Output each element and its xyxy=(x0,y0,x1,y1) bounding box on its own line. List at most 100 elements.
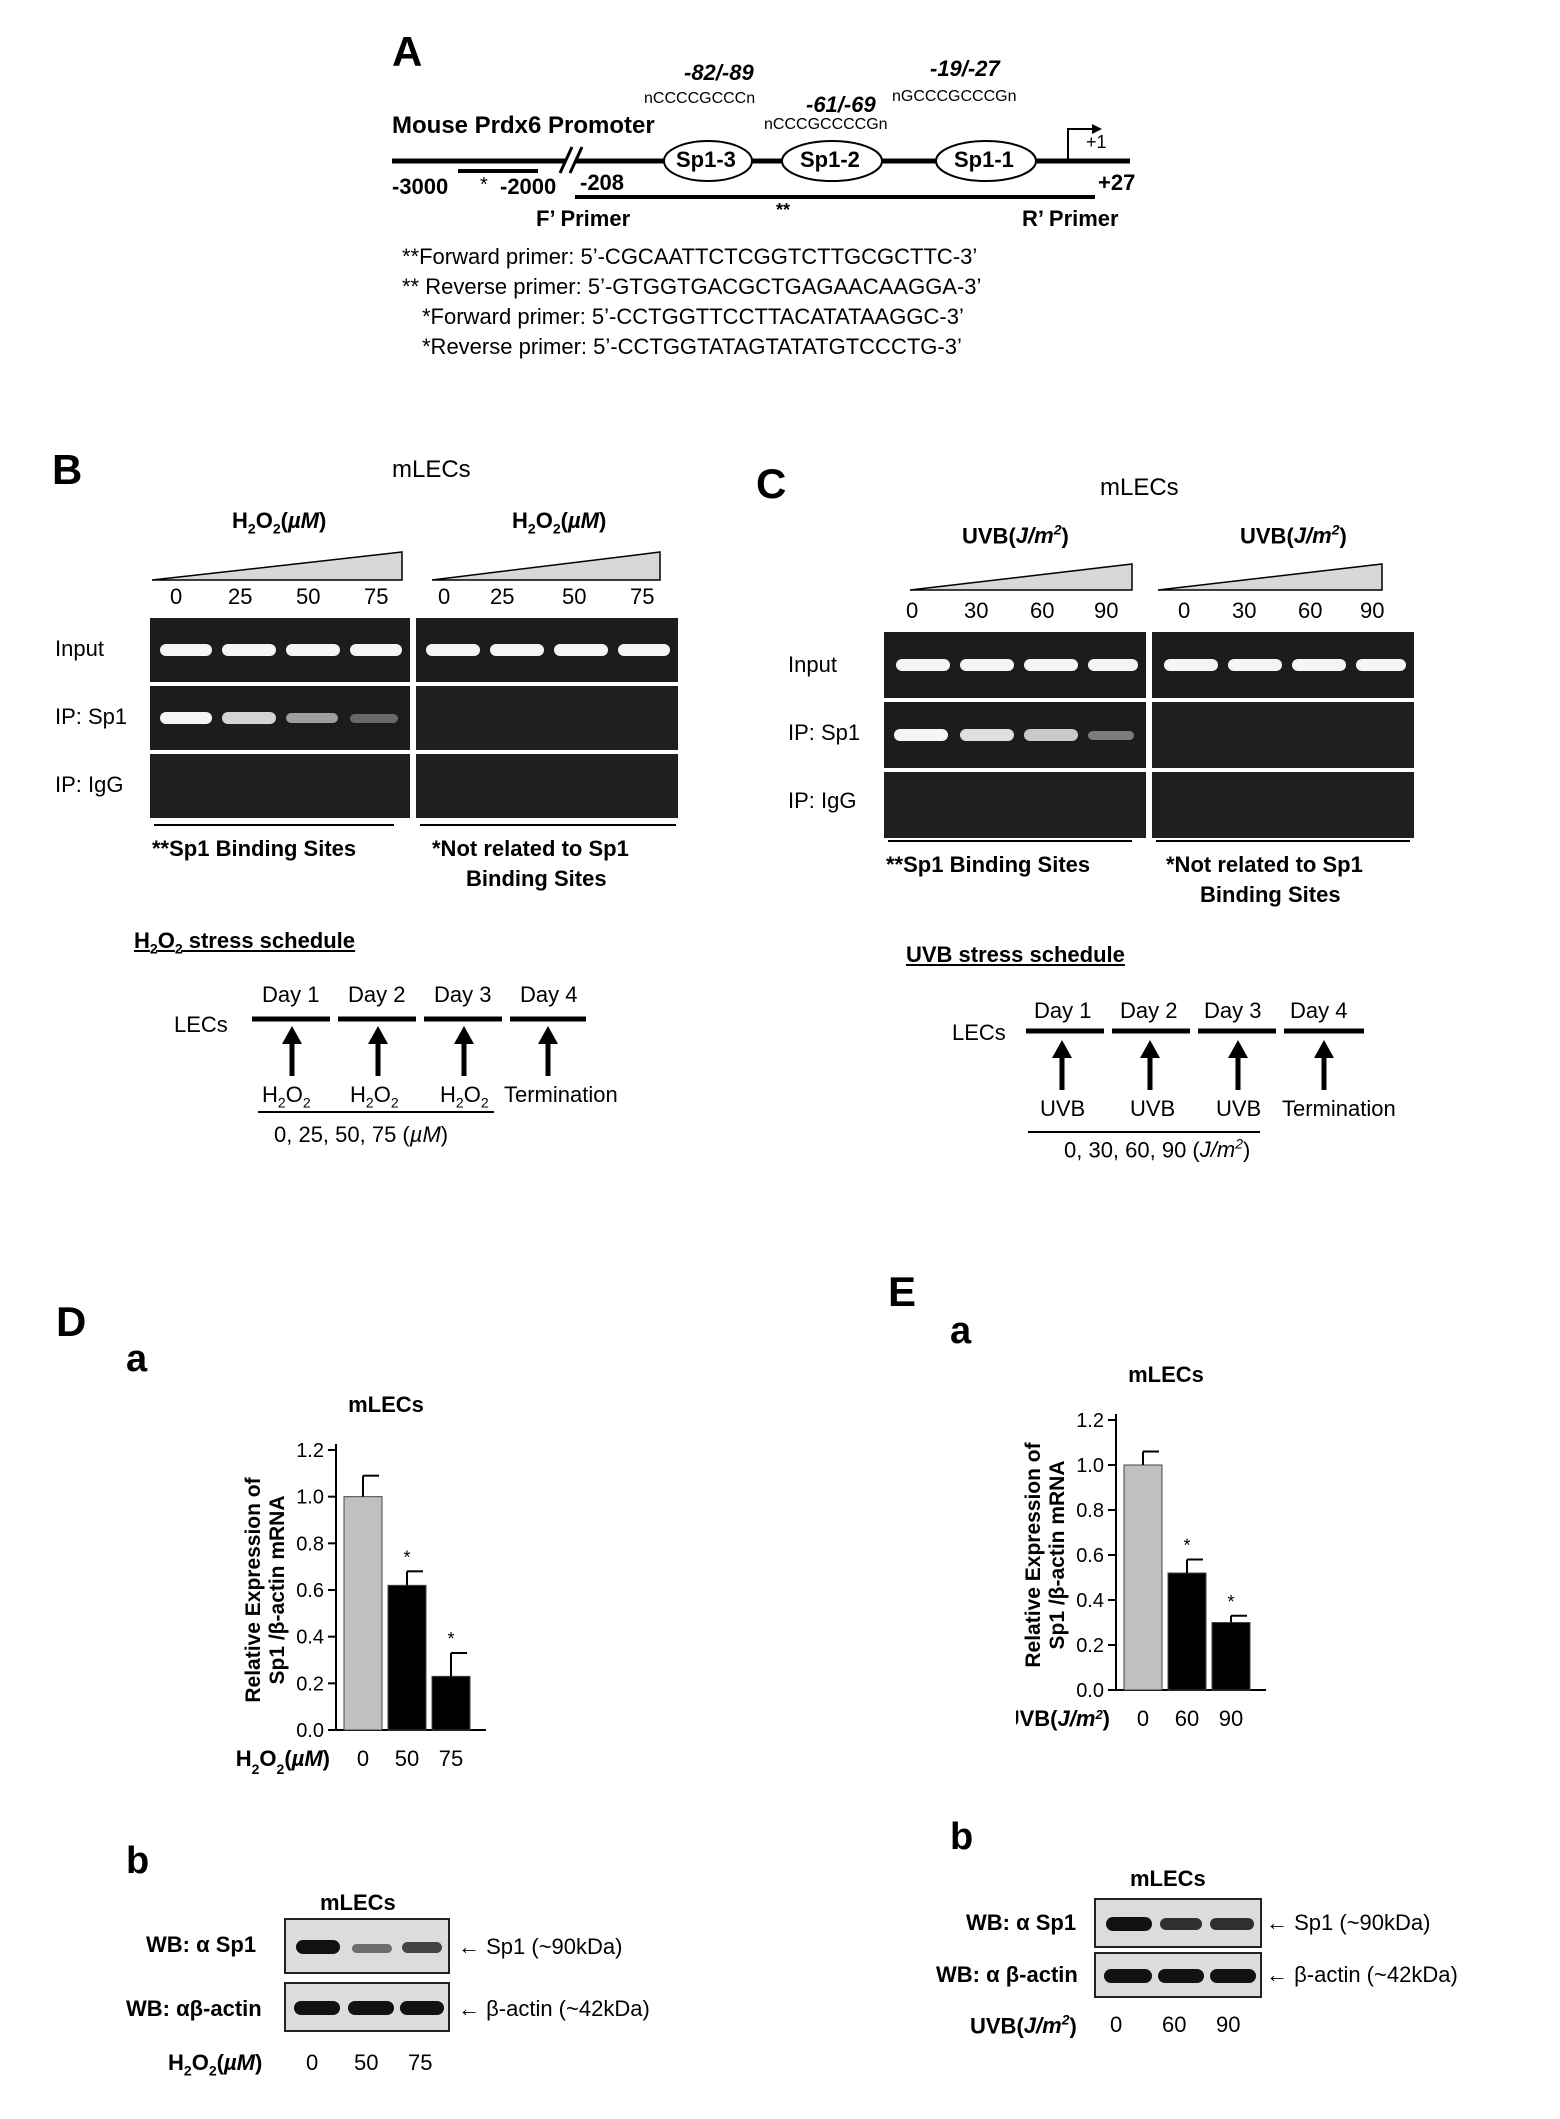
b-gel-ip-igg-right xyxy=(416,754,678,818)
coord-2000: -2000 xyxy=(500,174,557,199)
c-gel-input-right xyxy=(1152,632,1414,698)
b-dose-r2: 50 xyxy=(562,584,587,609)
y-tick-label: 0.2 xyxy=(1076,1635,1104,1657)
c-agent-2: UVB xyxy=(1130,1096,1176,1121)
c-left-caption: **Sp1 Binding Sites xyxy=(886,852,1091,877)
d-wb-title: mLECs xyxy=(320,1890,396,1915)
y-tick-label: 1.0 xyxy=(1076,1455,1104,1477)
b-gel-ip-igg-left xyxy=(150,754,410,818)
y-tick-label: 0.6 xyxy=(296,1580,324,1602)
panel-e-sub-b: b xyxy=(950,1816,974,1858)
bar-0 xyxy=(343,1496,383,1731)
b-dose-line: 0, 25, 50, 75 (µM) xyxy=(274,1122,449,1147)
b-agent-1: H2O2 xyxy=(262,1082,311,1111)
panel-e-letter: E xyxy=(888,1268,917,1315)
c-schedule-cells: LECs xyxy=(952,1020,1006,1045)
y-tick-label: 1.2 xyxy=(1076,1410,1104,1432)
sp1-1-ellipse xyxy=(935,140,1037,182)
d-wb-blot-sp1 xyxy=(284,1918,450,1974)
c-gel-ip-igg-right xyxy=(1152,772,1414,838)
c-dose-l3: 90 xyxy=(1094,598,1119,623)
b-gel-ip-sp1-right xyxy=(416,686,678,750)
c-row-ip-sp1: IP: Sp1 xyxy=(788,720,861,745)
y-tick-label: 0.6 xyxy=(1076,1545,1104,1567)
primer-line-4: *Reverse primer: 5’-CCTGGTATAGTATATGTCCC… xyxy=(422,334,962,359)
d-wb-row-actin: WB: αβ-actin xyxy=(126,1996,262,2021)
c-caption-underlines xyxy=(888,840,1410,842)
c-dose-line: 0, 30, 60, 90 (J/m2) xyxy=(1064,1136,1251,1163)
b-schedule-arrows xyxy=(252,1016,586,1113)
c-agent-4: Termination xyxy=(1282,1096,1396,1121)
panel-c-gradient-wedges xyxy=(909,563,1383,591)
c-dose-l0: 0 xyxy=(906,598,919,623)
d-wb-dose-2: 75 xyxy=(408,2050,433,2075)
d-wb-blot-actin xyxy=(284,1982,450,2032)
c-gel-ip-sp1-right xyxy=(1152,702,1414,768)
chart-e-sp1-mrna: mLECs Relative Expression ofSp1 /β-actin … xyxy=(1016,1362,1266,1731)
panel-b-cells: mLECs xyxy=(392,456,471,483)
bar-75 xyxy=(431,1675,471,1731)
c-right-caption-1: *Not related to Sp1 xyxy=(1166,852,1363,877)
b-day1: Day 1 xyxy=(262,982,320,1007)
c-dose-l1: 30 xyxy=(964,598,989,623)
coord-3000: -3000 xyxy=(392,174,449,199)
c-day4: Day 4 xyxy=(1290,998,1348,1023)
c-row-ip-igg: IP: IgG xyxy=(788,788,857,813)
y-tick-label: 0.0 xyxy=(1076,1680,1104,1702)
star-mark: * xyxy=(480,174,488,196)
y-tick-label: 1.0 xyxy=(296,1487,324,1509)
panel-b-treatment-left: H2O2(µM) xyxy=(232,508,327,537)
chart-d-sp1-mrna: mLECs Relative Expression ofSp1 /β-actin … xyxy=(236,1392,486,1777)
sp1-1-label: Sp1-1 xyxy=(954,147,1014,172)
significance-mark: * xyxy=(447,1629,454,1649)
b-agent-2: H2O2 xyxy=(350,1082,399,1111)
site3-position: -82/-89 xyxy=(684,60,754,85)
e-wb-row-actin: WB: α β-actin xyxy=(936,1962,1078,1987)
c-schedule-title: UVB stress schedule xyxy=(906,942,1125,967)
bar-90 xyxy=(1211,1622,1251,1691)
c-gel-ip-sp1-left xyxy=(884,702,1146,768)
b-schedule-cells: LECs xyxy=(174,1012,228,1037)
x-tick-label: 50 xyxy=(395,1746,419,1771)
significance-mark: * xyxy=(1183,1536,1190,1556)
r-primer-label: R’ Primer xyxy=(1022,206,1119,231)
b-gel-input-right xyxy=(416,618,678,682)
panel-b-gradient-wedges xyxy=(151,551,661,581)
sp1-3-label: Sp1-3 xyxy=(676,147,736,172)
coord-plus27: +27 xyxy=(1098,170,1136,195)
x-tick-label: 60 xyxy=(1175,1706,1199,1731)
coord-208: -208 xyxy=(580,170,625,195)
panel-c-letter: C xyxy=(756,460,787,507)
y-axis-label: Relative Expression ofSp1 /β-actin mRNA xyxy=(242,1476,289,1702)
primer-line-3: *Forward primer: 5’-CCTGGTTCCTTACATATAAG… xyxy=(422,304,964,329)
panel-e-sub-a: a xyxy=(950,1310,972,1352)
b-dose-r1: 25 xyxy=(490,584,515,609)
promoter-title: Mouse Prdx6 Promoter xyxy=(392,112,655,139)
panel-c-treatment-left: UVB(J/m2) xyxy=(962,522,1069,549)
x-axis-title: UVB(J/m2) xyxy=(1016,1706,1110,1731)
e-wb-blot-actin xyxy=(1094,1952,1262,1998)
b-gel-ip-sp1-left xyxy=(150,686,410,750)
c-right-caption-2: Binding Sites xyxy=(1200,882,1341,907)
b-left-caption: **Sp1 Binding Sites xyxy=(152,836,357,861)
x-tick-label: 0 xyxy=(357,1746,369,1771)
chart-title: mLECs xyxy=(348,1392,424,1417)
primer-line-1: **Forward primer: 5’-CGCAATTCTCGGTCTTGCG… xyxy=(402,244,978,269)
b-gel-input-left xyxy=(150,618,410,682)
x-tick-label: 90 xyxy=(1219,1706,1243,1731)
b-dose-l3: 75 xyxy=(364,584,389,609)
b-row-ip-igg: IP: IgG xyxy=(55,772,124,797)
significance-mark: * xyxy=(1227,1592,1234,1612)
chart-title: mLECs xyxy=(1128,1362,1204,1387)
panel-d-sub-a: a xyxy=(126,1338,148,1380)
y-axis-label: Relative Expression ofSp1 /β-actin mRNA xyxy=(1022,1441,1069,1667)
b-row-input: Input xyxy=(55,636,104,661)
sp1-3-ellipse xyxy=(663,140,753,182)
d-wb-dose-0: 0 xyxy=(306,2050,319,2075)
panel-c-treatment-right: UVB(J/m2) xyxy=(1240,522,1347,549)
x-axis-title: H2O2(µM) xyxy=(236,1746,330,1777)
d-wb-x-title: H2O2(µM) xyxy=(168,2050,263,2079)
b-dose-l2: 50 xyxy=(296,584,321,609)
b-schedule-title: H2O2 stress schedule xyxy=(134,928,356,957)
b-right-caption-2: Binding Sites xyxy=(466,866,607,891)
